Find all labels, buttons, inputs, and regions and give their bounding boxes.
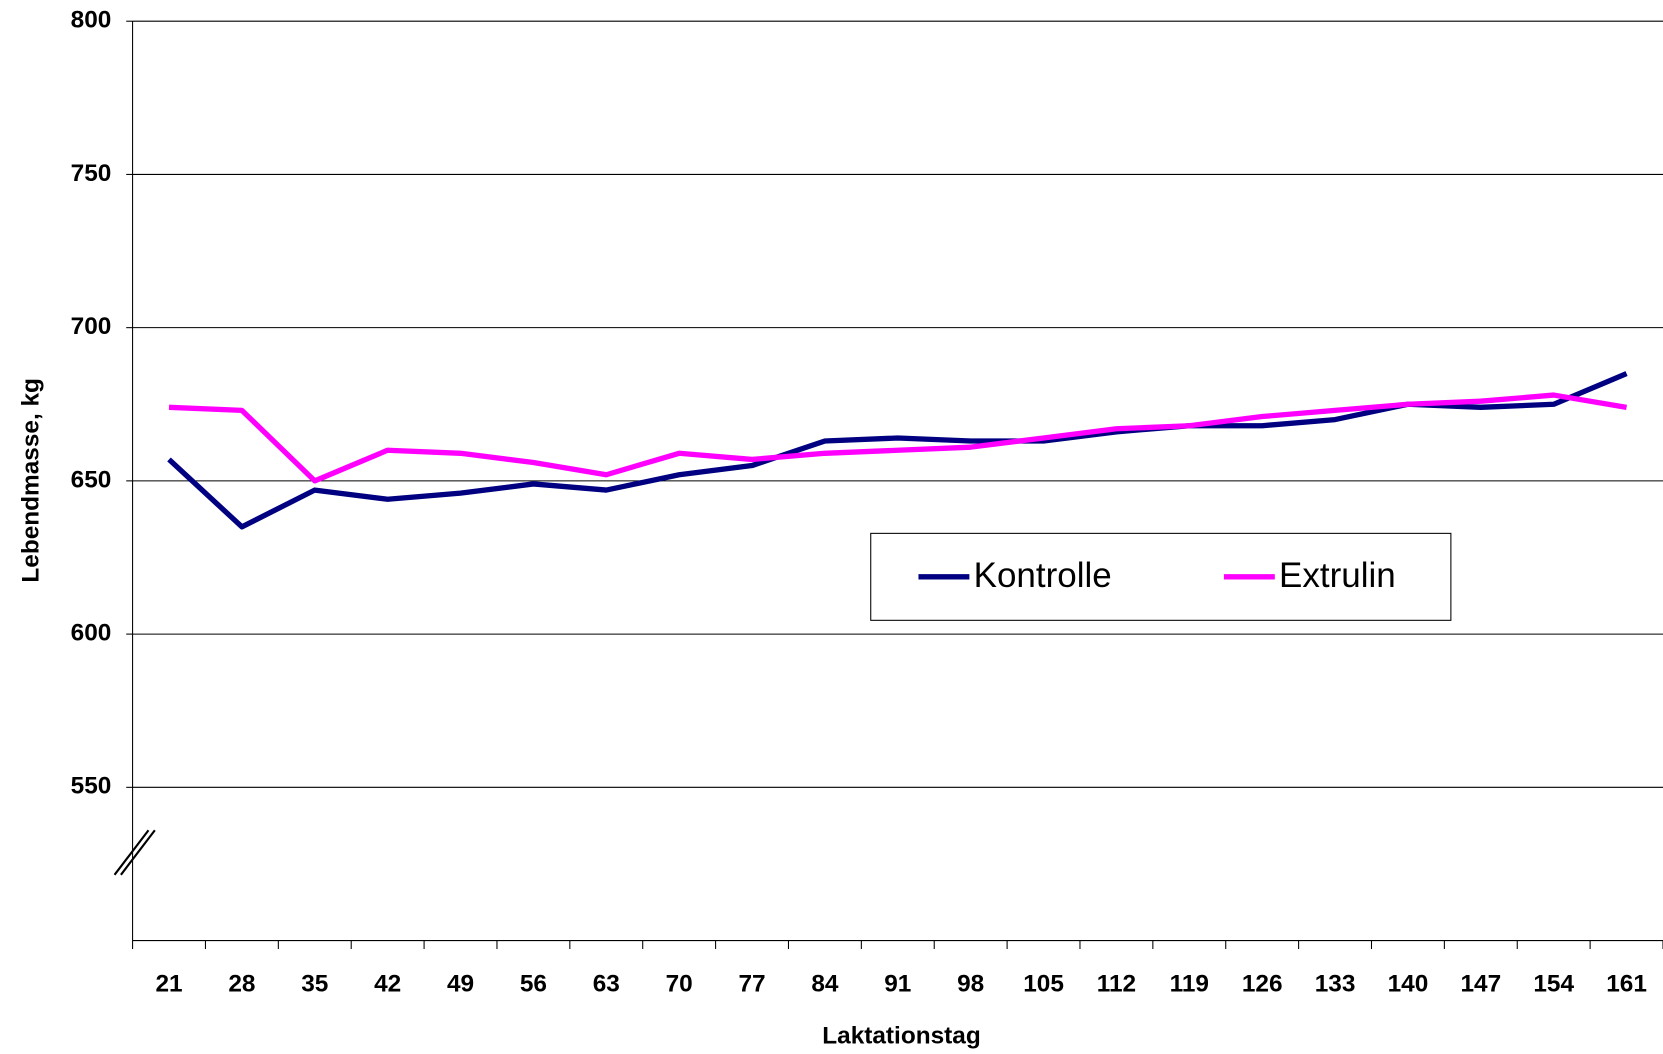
legend-label: Extrulin [1279, 556, 1396, 595]
x-tick-label: 42 [374, 971, 401, 998]
legend-label: Kontrolle [974, 556, 1112, 595]
axis-break [113, 829, 150, 876]
x-tick-label: 77 [738, 971, 765, 998]
x-tick-label: 70 [666, 971, 693, 998]
line-series [167, 371, 1628, 530]
x-axis-title: Laktationstag [822, 1022, 980, 1049]
x-tick-label: 98 [957, 971, 984, 998]
axis-break [120, 829, 156, 876]
y-axis-title: Lebendmasse, kg [17, 378, 44, 583]
x-tick-label: 49 [447, 971, 474, 998]
x-tick-label: 126 [1242, 971, 1283, 998]
y-tick-label: 600 [71, 620, 112, 647]
x-tick-label: 91 [884, 971, 911, 998]
x-tick-label: 147 [1460, 971, 1501, 998]
x-tick-label: 119 [1170, 971, 1209, 998]
x-tick-label: 105 [1023, 971, 1064, 998]
x-tick-label: 112 [1097, 971, 1136, 998]
x-tick-label: 140 [1388, 971, 1429, 998]
line-series [168, 392, 1627, 484]
y-tick-label: 650 [71, 466, 112, 493]
y-tick-label: 550 [71, 773, 112, 800]
y-tick-label: 750 [71, 160, 112, 187]
x-tick-label: 21 [155, 971, 182, 998]
x-tick-label: 63 [593, 971, 620, 998]
x-tick-label: 154 [1533, 971, 1574, 998]
x-tick-label: 84 [811, 971, 839, 998]
x-tick-label: 133 [1315, 971, 1356, 998]
x-tick-label: 35 [301, 971, 328, 998]
x-tick-label: 161 [1606, 971, 1647, 998]
y-tick-label: 800 [71, 7, 112, 34]
x-tick-label: 28 [228, 971, 255, 998]
x-tick-label: 56 [520, 971, 547, 998]
y-tick-label: 700 [71, 313, 112, 340]
